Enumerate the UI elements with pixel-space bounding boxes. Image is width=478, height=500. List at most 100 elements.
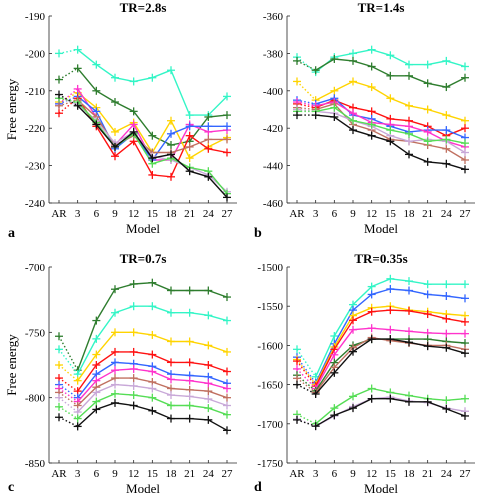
data-point <box>442 126 451 135</box>
series-ar-link <box>296 419 316 427</box>
series-ar-link <box>296 368 317 390</box>
data-point <box>293 345 301 354</box>
data-point <box>349 49 357 58</box>
data-point <box>129 120 138 129</box>
data-point <box>111 127 119 136</box>
data-point <box>442 314 451 323</box>
data-point <box>129 391 138 400</box>
data-point <box>129 381 138 390</box>
data-point <box>461 139 469 148</box>
x-tick-label: 12 <box>366 208 377 220</box>
data-point <box>330 112 339 121</box>
data-point <box>405 101 413 110</box>
data-point <box>461 116 469 125</box>
x-tick-label: 21 <box>422 208 433 220</box>
data-point <box>204 361 213 369</box>
series-9 <box>55 398 231 435</box>
data-point <box>330 55 339 64</box>
data-point <box>129 77 138 86</box>
data-point <box>185 358 194 367</box>
series-6 <box>293 99 469 164</box>
series-6 <box>55 374 231 410</box>
x-tick-label: 9 <box>350 208 356 220</box>
series-ar-link <box>58 397 79 413</box>
data-point <box>386 394 395 403</box>
data-point <box>148 154 157 163</box>
data-point <box>405 338 413 347</box>
series-ar-link <box>296 377 317 393</box>
data-point <box>185 131 194 140</box>
data-point <box>293 77 301 86</box>
data-point <box>55 49 63 58</box>
x-tick-label: 27 <box>222 208 234 220</box>
x-tick-label: 3 <box>75 468 81 480</box>
y-axis-label: Free energy <box>4 334 19 396</box>
panel-letter: d <box>254 480 262 495</box>
data-point <box>349 325 357 334</box>
data-point <box>386 137 395 146</box>
series-10 <box>293 394 469 431</box>
data-point <box>367 324 376 333</box>
series-line <box>77 49 228 116</box>
series-1 <box>293 55 469 92</box>
data-point <box>111 358 119 367</box>
data-point <box>129 328 138 337</box>
data-point <box>185 154 194 163</box>
x-tick-label: 24 <box>203 208 215 220</box>
series-5 <box>293 98 469 151</box>
data-point <box>367 62 376 71</box>
data-point <box>185 337 194 346</box>
data-point <box>129 347 138 356</box>
data-point <box>405 129 413 138</box>
data-point <box>167 401 175 410</box>
series-ar-link <box>58 364 79 382</box>
data-point <box>167 150 175 159</box>
data-point <box>405 286 413 295</box>
data-point <box>204 394 213 403</box>
data-point <box>405 60 413 69</box>
data-point <box>293 111 301 120</box>
y-tick-label: -200 <box>25 48 46 60</box>
series-5 <box>293 335 469 395</box>
data-point <box>73 101 82 110</box>
panel-letter: a <box>8 226 15 241</box>
data-point <box>167 141 175 150</box>
x-tick-label: 9 <box>112 468 118 480</box>
data-point <box>405 306 413 315</box>
y-tick-label: -750 <box>25 327 46 339</box>
data-point <box>386 325 395 334</box>
data-point <box>148 367 157 376</box>
data-point <box>129 401 138 410</box>
data-point <box>148 393 157 402</box>
data-point <box>111 347 119 356</box>
data-point <box>367 45 376 54</box>
data-point <box>442 396 451 405</box>
x-axis-label: Model <box>126 221 160 236</box>
data-point <box>223 384 231 393</box>
data-point <box>185 142 194 151</box>
x-tick-label: 12 <box>128 208 139 220</box>
x-tick-label: 9 <box>112 208 118 220</box>
data-point <box>167 337 175 346</box>
x-tick-label: 21 <box>184 468 195 480</box>
data-point <box>223 401 231 410</box>
y-tick-label: -420 <box>263 123 284 135</box>
data-point <box>405 150 413 159</box>
data-point <box>55 109 63 118</box>
series-3 <box>55 347 231 396</box>
data-point <box>167 172 175 181</box>
data-point <box>442 280 451 289</box>
y-tick-label: -210 <box>25 86 46 98</box>
data-point <box>204 341 213 350</box>
data-point <box>461 280 469 289</box>
data-point <box>367 120 376 129</box>
data-point <box>423 60 432 69</box>
x-tick-label: 18 <box>166 468 178 480</box>
data-point <box>92 388 101 397</box>
data-point <box>185 376 194 385</box>
y-tick-label: -1600 <box>257 340 283 352</box>
y-tick-label: -850 <box>25 458 46 470</box>
data-point <box>223 135 231 144</box>
data-point <box>55 393 63 402</box>
y-tick-label: -460 <box>263 198 284 210</box>
